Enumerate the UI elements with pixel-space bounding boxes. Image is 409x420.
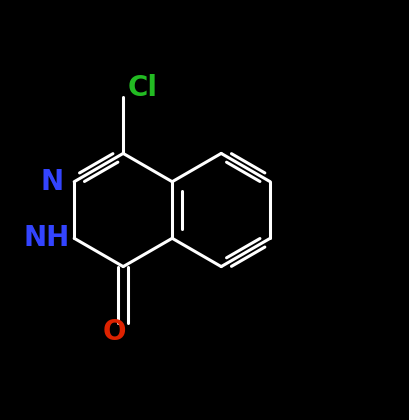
Text: O: O [102,318,126,346]
Text: Cl: Cl [127,74,157,102]
Text: N: N [40,168,63,196]
Text: NH: NH [23,224,70,252]
